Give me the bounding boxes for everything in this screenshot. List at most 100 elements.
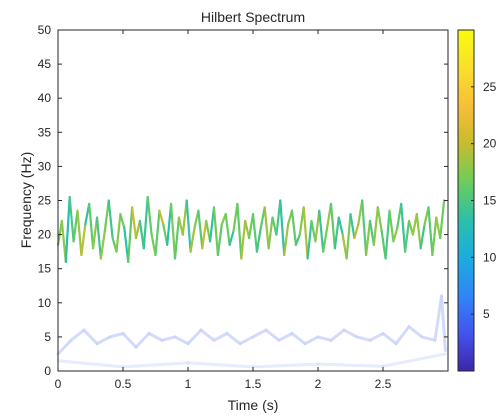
series-1-segment: [99, 230, 106, 260]
series-1-segment: [439, 199, 446, 240]
series-2-segment: [420, 335, 437, 342]
series-3: [56, 352, 447, 369]
series-1-segment: [88, 202, 95, 250]
series-1-segment: [209, 206, 216, 243]
series-1-segment: [212, 206, 219, 257]
y-axis: 0 5 10 15 20 25 30 35 40 45 50: [38, 23, 448, 378]
y-tick-label: 50: [38, 23, 52, 37]
series-3-segment: [186, 361, 255, 369]
x-axis-label: Time (s): [228, 397, 279, 413]
series-2-segment: [355, 335, 372, 342]
x-tick-label: 0: [55, 377, 62, 391]
series-1-segment: [127, 206, 134, 263]
series-2-segment: [212, 331, 229, 342]
colorbar-tick-label: 25: [483, 80, 497, 94]
series-1-segment: [279, 199, 286, 257]
series-1-segment: [404, 219, 411, 253]
series-2-segment: [316, 335, 333, 342]
series-1-segment: [283, 223, 290, 257]
x-axis: 0 0.5 1 1.5 2 2.5: [55, 30, 392, 391]
y-tick-label: 25: [38, 194, 52, 208]
series-1-segment: [228, 230, 235, 246]
series-1-segment: [216, 223, 223, 257]
series-1-segment: [197, 209, 204, 250]
colorbar-tick-label: 10: [483, 250, 497, 264]
series-1-segment: [431, 216, 438, 257]
series-2-segment: [440, 294, 447, 353]
series-2-segment: [238, 335, 255, 346]
series-3-segment: [316, 362, 385, 368]
series-1-segment: [415, 213, 422, 250]
series-2-segment: [277, 331, 294, 342]
series-1-segment: [345, 213, 352, 260]
series-2-segment: [394, 325, 411, 346]
series-1-segment: [91, 216, 99, 250]
series-1-segment: [64, 195, 71, 263]
series-1-segment: [384, 209, 391, 260]
series-1-segment: [318, 209, 325, 253]
series-1-segment: [329, 202, 336, 250]
y-tick-label: 10: [38, 296, 52, 310]
series-1-segment: [419, 223, 426, 250]
series-1-segment: [322, 226, 329, 253]
colorbar: 5 10 15 20 25: [457, 29, 497, 372]
series-1-segment: [119, 213, 126, 229]
series-2-segment: [303, 335, 320, 346]
series-1-segment: [146, 195, 153, 236]
series-1-segment: [240, 219, 247, 260]
series-1-segment: [68, 195, 75, 243]
series-2-segment: [264, 328, 281, 342]
x-tick-label: 1.5: [245, 377, 262, 391]
series-2-segment: [134, 331, 151, 349]
series-1-segment: [302, 206, 309, 260]
series-1-segment: [251, 213, 258, 253]
series-2-segment: [160, 335, 177, 342]
series-1-segment: [427, 206, 434, 257]
colorbar-tick-label: 20: [483, 137, 497, 151]
series-1-segment: [189, 226, 196, 253]
series-2-segment: [290, 331, 307, 346]
y-tick-label: 40: [38, 91, 52, 105]
series-layer: [56, 195, 447, 369]
series-1-segment: [290, 209, 297, 246]
x-tick-label: 0.5: [115, 377, 132, 391]
series-1-segment: [201, 219, 208, 250]
series-1-segment: [314, 209, 321, 243]
y-tick-label: 20: [38, 228, 52, 242]
series-1-segment: [349, 213, 356, 240]
series-3-segment: [121, 361, 190, 369]
series-2-segment: [381, 331, 398, 346]
series-2-segment: [433, 294, 443, 342]
y-tick-label: 30: [38, 159, 52, 173]
y-tick-label: 0: [44, 364, 51, 378]
series-3-segment: [251, 362, 320, 369]
series-1-segment: [361, 199, 368, 257]
series-1-segment: [166, 202, 173, 246]
series-1-segment: [372, 206, 379, 246]
x-tick-label: 2: [315, 377, 322, 391]
series-1-segment: [255, 226, 262, 253]
series-2-segment: [199, 328, 216, 342]
series-2-segment: [69, 328, 86, 342]
y-axis-label: Frequency (Hz): [18, 152, 34, 248]
series-2-segment: [147, 331, 164, 342]
series-1-segment: [170, 202, 177, 260]
series-1-segment: [224, 213, 231, 246]
series-2-segment: [342, 328, 359, 339]
series-1-segment: [400, 202, 407, 253]
series-2-segment: [82, 328, 99, 346]
series-1-segment: [306, 219, 313, 260]
y-tick-label: 45: [38, 57, 52, 71]
colorbar-tick-label: 15: [483, 194, 497, 208]
series-1-segment: [392, 226, 399, 243]
series-1-segment: [76, 209, 83, 257]
series-1-segment: [115, 213, 122, 253]
chart-title: Hilbert Spectrum: [201, 9, 305, 25]
series-2-segment: [251, 328, 268, 339]
series-1: [56, 195, 446, 263]
series-1-segment: [353, 223, 360, 240]
series-1-segment: [95, 216, 103, 260]
series-1-segment: [107, 199, 114, 240]
series-2-segment: [225, 331, 242, 346]
